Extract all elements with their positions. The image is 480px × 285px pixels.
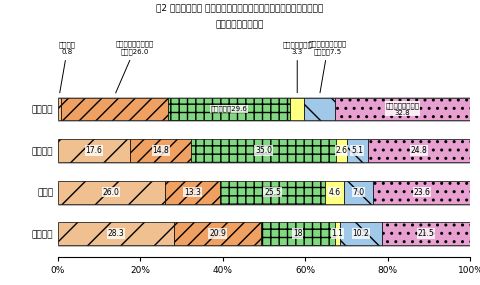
Text: 13.3: 13.3: [184, 188, 201, 197]
Bar: [382, 222, 470, 245]
Text: 産業中分類別構成比: 産業中分類別構成比: [216, 20, 264, 29]
Bar: [335, 97, 470, 121]
Bar: [368, 139, 470, 162]
Text: その他の小売業，
32.8: その他の小売業， 32.8: [386, 102, 420, 116]
Bar: [61, 97, 168, 121]
Bar: [168, 97, 290, 121]
Text: 2.6: 2.6: [335, 146, 347, 155]
Bar: [174, 222, 261, 245]
Text: 各種商品
0.8: 各種商品 0.8: [59, 41, 76, 93]
Text: 1.1: 1.1: [331, 229, 343, 238]
Bar: [335, 222, 339, 245]
Bar: [339, 222, 382, 245]
Text: 7.0: 7.0: [352, 188, 365, 197]
Bar: [220, 181, 325, 203]
Text: 図2 商業集積地区 小売業事業所数、従業者数、販売額、売場面積の: 図2 商業集積地区 小売業事業所数、従業者数、販売額、売場面積の: [156, 3, 324, 12]
Text: 20.9: 20.9: [209, 229, 226, 238]
Text: 26.0: 26.0: [103, 188, 120, 197]
Text: 35.0: 35.0: [255, 146, 272, 155]
Text: 10.2: 10.2: [352, 229, 369, 238]
Text: 18: 18: [293, 229, 302, 238]
Bar: [347, 139, 368, 162]
Text: 飲食料品，29.6: 飲食料品，29.6: [211, 106, 248, 112]
Text: 織物・衣類・身の回
り品，26.0: 織物・衣類・身の回 り品，26.0: [116, 41, 155, 93]
Text: 家具・じゅう器・機
械器具，7.5: 家具・じゅう器・機 械器具，7.5: [309, 41, 347, 93]
Text: 23.6: 23.6: [413, 188, 430, 197]
Text: 5.1: 5.1: [351, 146, 363, 155]
Text: 25.5: 25.5: [264, 188, 281, 197]
Text: 自動車・自転車
3.3: 自動車・自転車 3.3: [282, 41, 312, 93]
Bar: [336, 139, 347, 162]
Text: 24.8: 24.8: [410, 146, 427, 155]
Bar: [58, 181, 165, 203]
Text: 14.8: 14.8: [153, 146, 169, 155]
Bar: [58, 97, 61, 121]
Bar: [290, 97, 304, 121]
Bar: [373, 181, 470, 203]
Bar: [261, 222, 335, 245]
Bar: [344, 181, 373, 203]
Text: 4.6: 4.6: [328, 188, 341, 197]
Bar: [304, 97, 335, 121]
Text: 28.3: 28.3: [108, 229, 124, 238]
Text: 17.6: 17.6: [85, 146, 102, 155]
Bar: [58, 139, 130, 162]
Bar: [58, 222, 174, 245]
Bar: [130, 139, 192, 162]
Bar: [192, 139, 336, 162]
Text: 21.5: 21.5: [418, 229, 434, 238]
Bar: [325, 181, 344, 203]
Bar: [165, 181, 220, 203]
